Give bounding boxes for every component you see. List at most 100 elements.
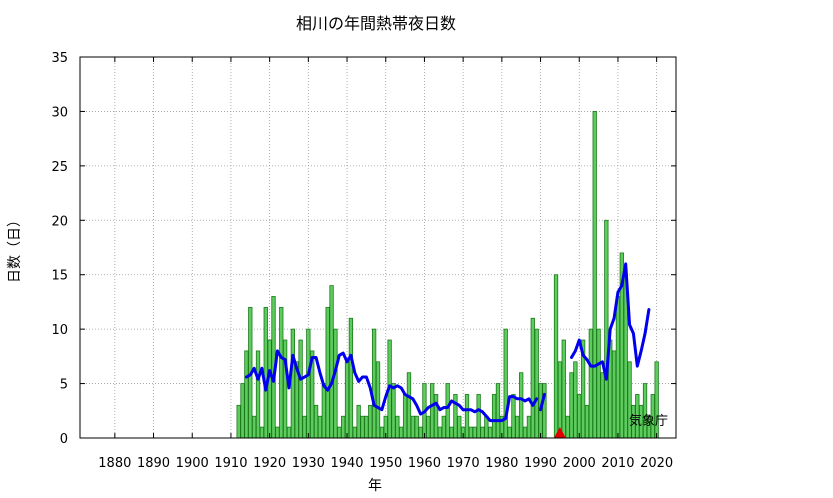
bar [259, 426, 265, 439]
bar [375, 361, 381, 439]
x-tick-label: 1980 [485, 456, 518, 471]
x-tick-label: 1910 [214, 456, 247, 471]
bar [457, 415, 462, 439]
bar [352, 426, 357, 439]
bar [252, 415, 257, 439]
bar [503, 328, 508, 439]
bar [286, 426, 292, 439]
plot-frame [79, 56, 677, 439]
bar [333, 328, 338, 439]
y-tick-label: 15 [51, 269, 68, 284]
bar [337, 426, 342, 439]
x-tick-label: 1990 [524, 456, 557, 471]
x-tick-label: 1940 [330, 456, 363, 471]
x-axis-label: 年 [368, 478, 382, 494]
bar [569, 372, 574, 439]
bar [391, 383, 396, 439]
moving-average-line [539, 392, 546, 412]
bar [433, 394, 439, 439]
bar [368, 404, 373, 439]
x-tick-label: 1970 [447, 456, 480, 471]
bar [406, 372, 412, 439]
bar [275, 426, 280, 439]
bar [321, 383, 326, 439]
bar [298, 339, 303, 439]
x-tick-label: 1880 [98, 456, 131, 471]
bar [360, 415, 365, 439]
bar [356, 404, 361, 439]
bar [364, 415, 369, 439]
bar [515, 415, 520, 439]
bar [410, 415, 415, 439]
bar [464, 394, 470, 439]
bar [615, 296, 621, 439]
markers [553, 427, 566, 438]
bar [596, 328, 601, 439]
bar [522, 426, 528, 439]
bar [414, 415, 419, 439]
bar [306, 328, 311, 439]
bar [604, 219, 609, 439]
bar [584, 404, 590, 439]
bar [441, 415, 446, 439]
bar [592, 111, 597, 439]
bar [302, 415, 307, 439]
bar [426, 415, 431, 439]
bar [437, 426, 443, 439]
bar [557, 361, 563, 439]
bar [244, 350, 249, 439]
bar [495, 383, 501, 439]
bar [588, 328, 593, 439]
x-tick-label: 1950 [369, 456, 402, 471]
bar [511, 394, 516, 439]
bar [472, 426, 477, 439]
y-axis-label: 日数（日） [7, 213, 23, 283]
x-tick-label: 1900 [176, 456, 209, 471]
x-tick-label: 1920 [253, 456, 286, 471]
bar [371, 328, 377, 439]
y-tick-label: 20 [51, 214, 68, 229]
bar [445, 383, 450, 439]
bar [480, 426, 485, 439]
y-tick-label: 0 [60, 432, 68, 447]
bar [553, 274, 559, 439]
bar [313, 404, 319, 439]
bar [344, 361, 350, 439]
bar [542, 383, 547, 439]
moving-average-line [570, 262, 651, 381]
bar [573, 361, 578, 439]
bar [348, 317, 354, 439]
bar [468, 426, 474, 439]
bar [507, 426, 512, 439]
bar [418, 426, 423, 439]
bar [325, 306, 330, 439]
bar [341, 415, 346, 439]
bar [267, 339, 272, 439]
bar [577, 394, 582, 439]
bar [282, 339, 288, 439]
y-tick-label: 35 [51, 51, 68, 66]
x-tick-label: 1960 [408, 456, 441, 471]
source-label: 気象庁 [629, 413, 668, 429]
bar [379, 426, 385, 439]
bar [526, 415, 532, 439]
bar [491, 394, 497, 439]
bar [290, 328, 295, 439]
bar [329, 285, 334, 439]
bar [399, 426, 404, 439]
bar [402, 394, 408, 439]
bar [236, 404, 241, 439]
x-tick-label: 2010 [601, 456, 634, 471]
y-tick-label: 10 [51, 323, 68, 338]
chart-title: 相川の年間熱帯夜日数 [296, 14, 456, 33]
y-tick-label: 30 [51, 105, 68, 120]
y-tick-label: 5 [60, 378, 68, 393]
x-tick-label: 1930 [292, 456, 325, 471]
moving-average-series [244, 262, 651, 423]
bar [600, 372, 605, 439]
y-tick-label: 25 [51, 160, 68, 175]
bar [534, 328, 539, 439]
bar [240, 383, 245, 439]
station-change-marker [553, 427, 566, 438]
